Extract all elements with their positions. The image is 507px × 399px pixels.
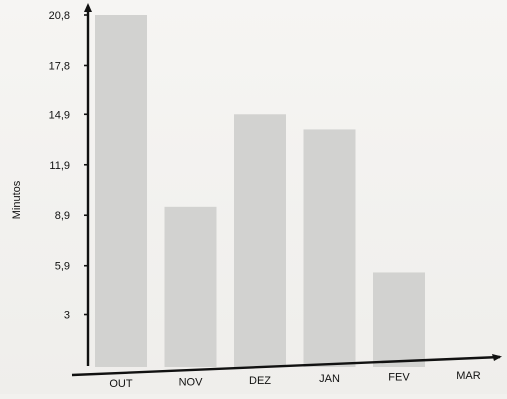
- y-axis-arrowhead: [84, 3, 92, 12]
- y-tick-label: 17,8: [49, 60, 70, 72]
- x-label-out: OUT: [109, 378, 133, 390]
- bar-fev: [373, 272, 425, 367]
- x-label-mar: MAR: [456, 370, 481, 382]
- bar-out: [95, 15, 147, 367]
- bar-dez: [234, 114, 286, 368]
- y-ticks: 3 5,9 8,9 11,9 14,9 17,8 20,8: [49, 10, 88, 322]
- x-axis: [71, 355, 501, 377]
- y-tick-label: 11,9: [49, 160, 70, 172]
- y-tick-label: 20,8: [49, 10, 70, 22]
- y-tick-label: 8,9: [55, 210, 70, 222]
- x-label-jan: JAN: [319, 373, 340, 385]
- y-axis-title: Minutos: [11, 180, 23, 219]
- x-category-labels: OUT NOV DEZ JAN FEV MAR: [109, 370, 480, 390]
- y-tick-label: 5,9: [55, 261, 70, 273]
- y-tick-label: 14,9: [49, 109, 70, 121]
- bars-layer: [95, 15, 425, 368]
- bar-nov: [164, 206, 217, 367]
- x-label-nov: NOV: [179, 376, 204, 388]
- bar-jan: [303, 129, 356, 367]
- y-tick-label: 3: [64, 310, 70, 322]
- x-label-dez: DEZ: [249, 375, 271, 387]
- x-label-fev: FEV: [388, 372, 410, 384]
- x-axis-arrowhead: [492, 354, 502, 361]
